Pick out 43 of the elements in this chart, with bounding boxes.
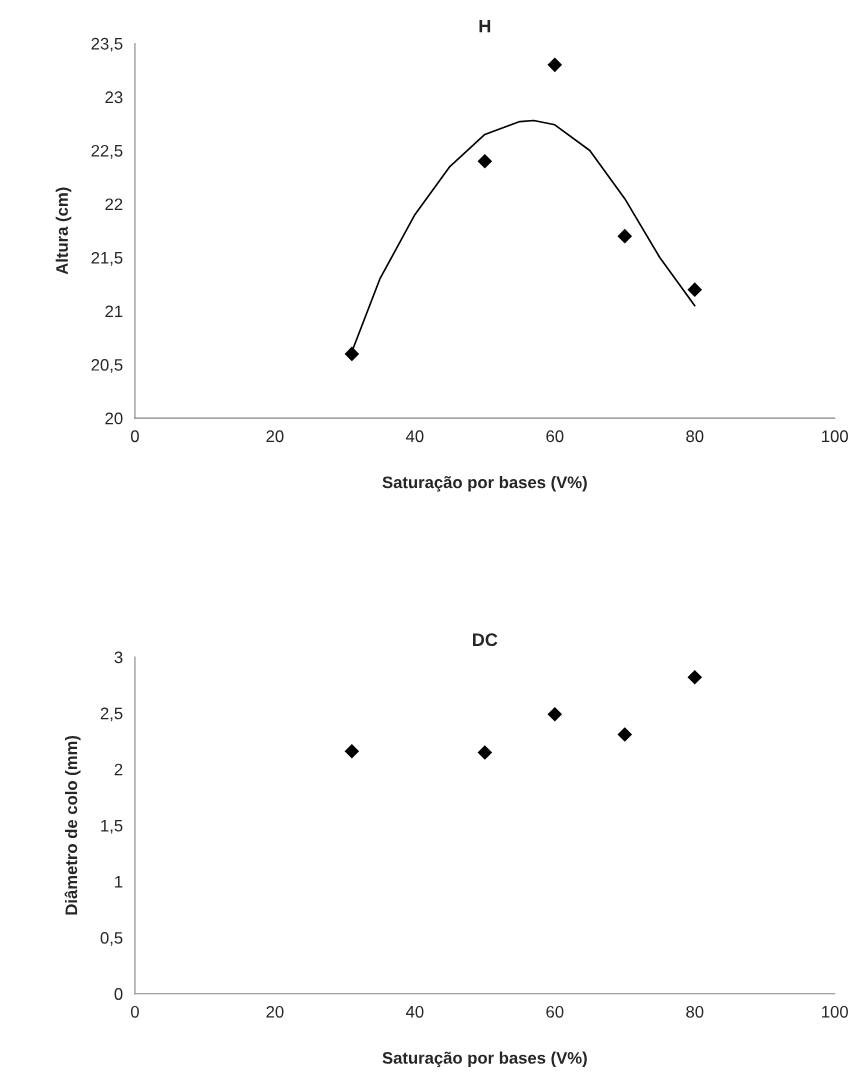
x-axis-title: Saturação por bases (V%) <box>382 476 587 492</box>
point <box>617 727 633 742</box>
x-tick-label: 40 <box>405 1005 424 1018</box>
x-tick-label: 60 <box>546 430 564 443</box>
x-tick-label: 60 <box>546 1005 564 1018</box>
point <box>477 745 493 760</box>
point <box>617 228 633 244</box>
chart-title: DC <box>473 633 498 647</box>
y-tick-label: 23,5 <box>91 37 123 52</box>
y-tick-label: 1 <box>115 876 123 888</box>
point <box>477 153 493 169</box>
y-tick-label: 23 <box>105 91 123 104</box>
y-axis-title: Diâmetro de colo (mm) <box>64 735 81 915</box>
y-tick-label: 22 <box>105 198 123 211</box>
x-axis-title: Saturação por bases (V%) <box>382 1051 587 1068</box>
point <box>344 346 360 362</box>
point <box>547 57 563 73</box>
y-tick-label: 21,5 <box>91 251 123 266</box>
y-axis-title: Altura (cm) <box>55 187 72 275</box>
y-tick-label: 21 <box>105 305 123 318</box>
x-tick-label: 0 <box>130 430 139 443</box>
y-tick-label: 2 <box>114 763 123 776</box>
x-tick-label: 80 <box>686 1005 704 1018</box>
y-tick-label: 20,5 <box>91 358 123 373</box>
x-tick-label: 20 <box>266 1005 284 1018</box>
y-tick-label: 0,5 <box>100 931 123 946</box>
y-tick-label: 3 <box>114 651 123 664</box>
y-tick-label: 2,5 <box>100 707 123 722</box>
x-tick-label: 0 <box>130 1005 139 1018</box>
y-tick-label: 1,5 <box>101 819 123 834</box>
y-tick-label: 20 <box>105 412 123 425</box>
point <box>547 706 563 722</box>
point <box>687 669 703 685</box>
x-tick-label: 20 <box>266 430 284 443</box>
x-tick-label: 100 <box>822 1005 848 1018</box>
x-tick-label: 80 <box>686 430 704 443</box>
point <box>687 282 703 297</box>
y-tick-label: 22,5 <box>91 144 123 159</box>
point <box>344 744 360 759</box>
chart-title: H <box>479 19 491 33</box>
y-tick-label: 0 <box>114 988 123 1000</box>
x-tick-label: 40 <box>405 430 424 443</box>
x-tick-label: 100 <box>822 430 848 443</box>
